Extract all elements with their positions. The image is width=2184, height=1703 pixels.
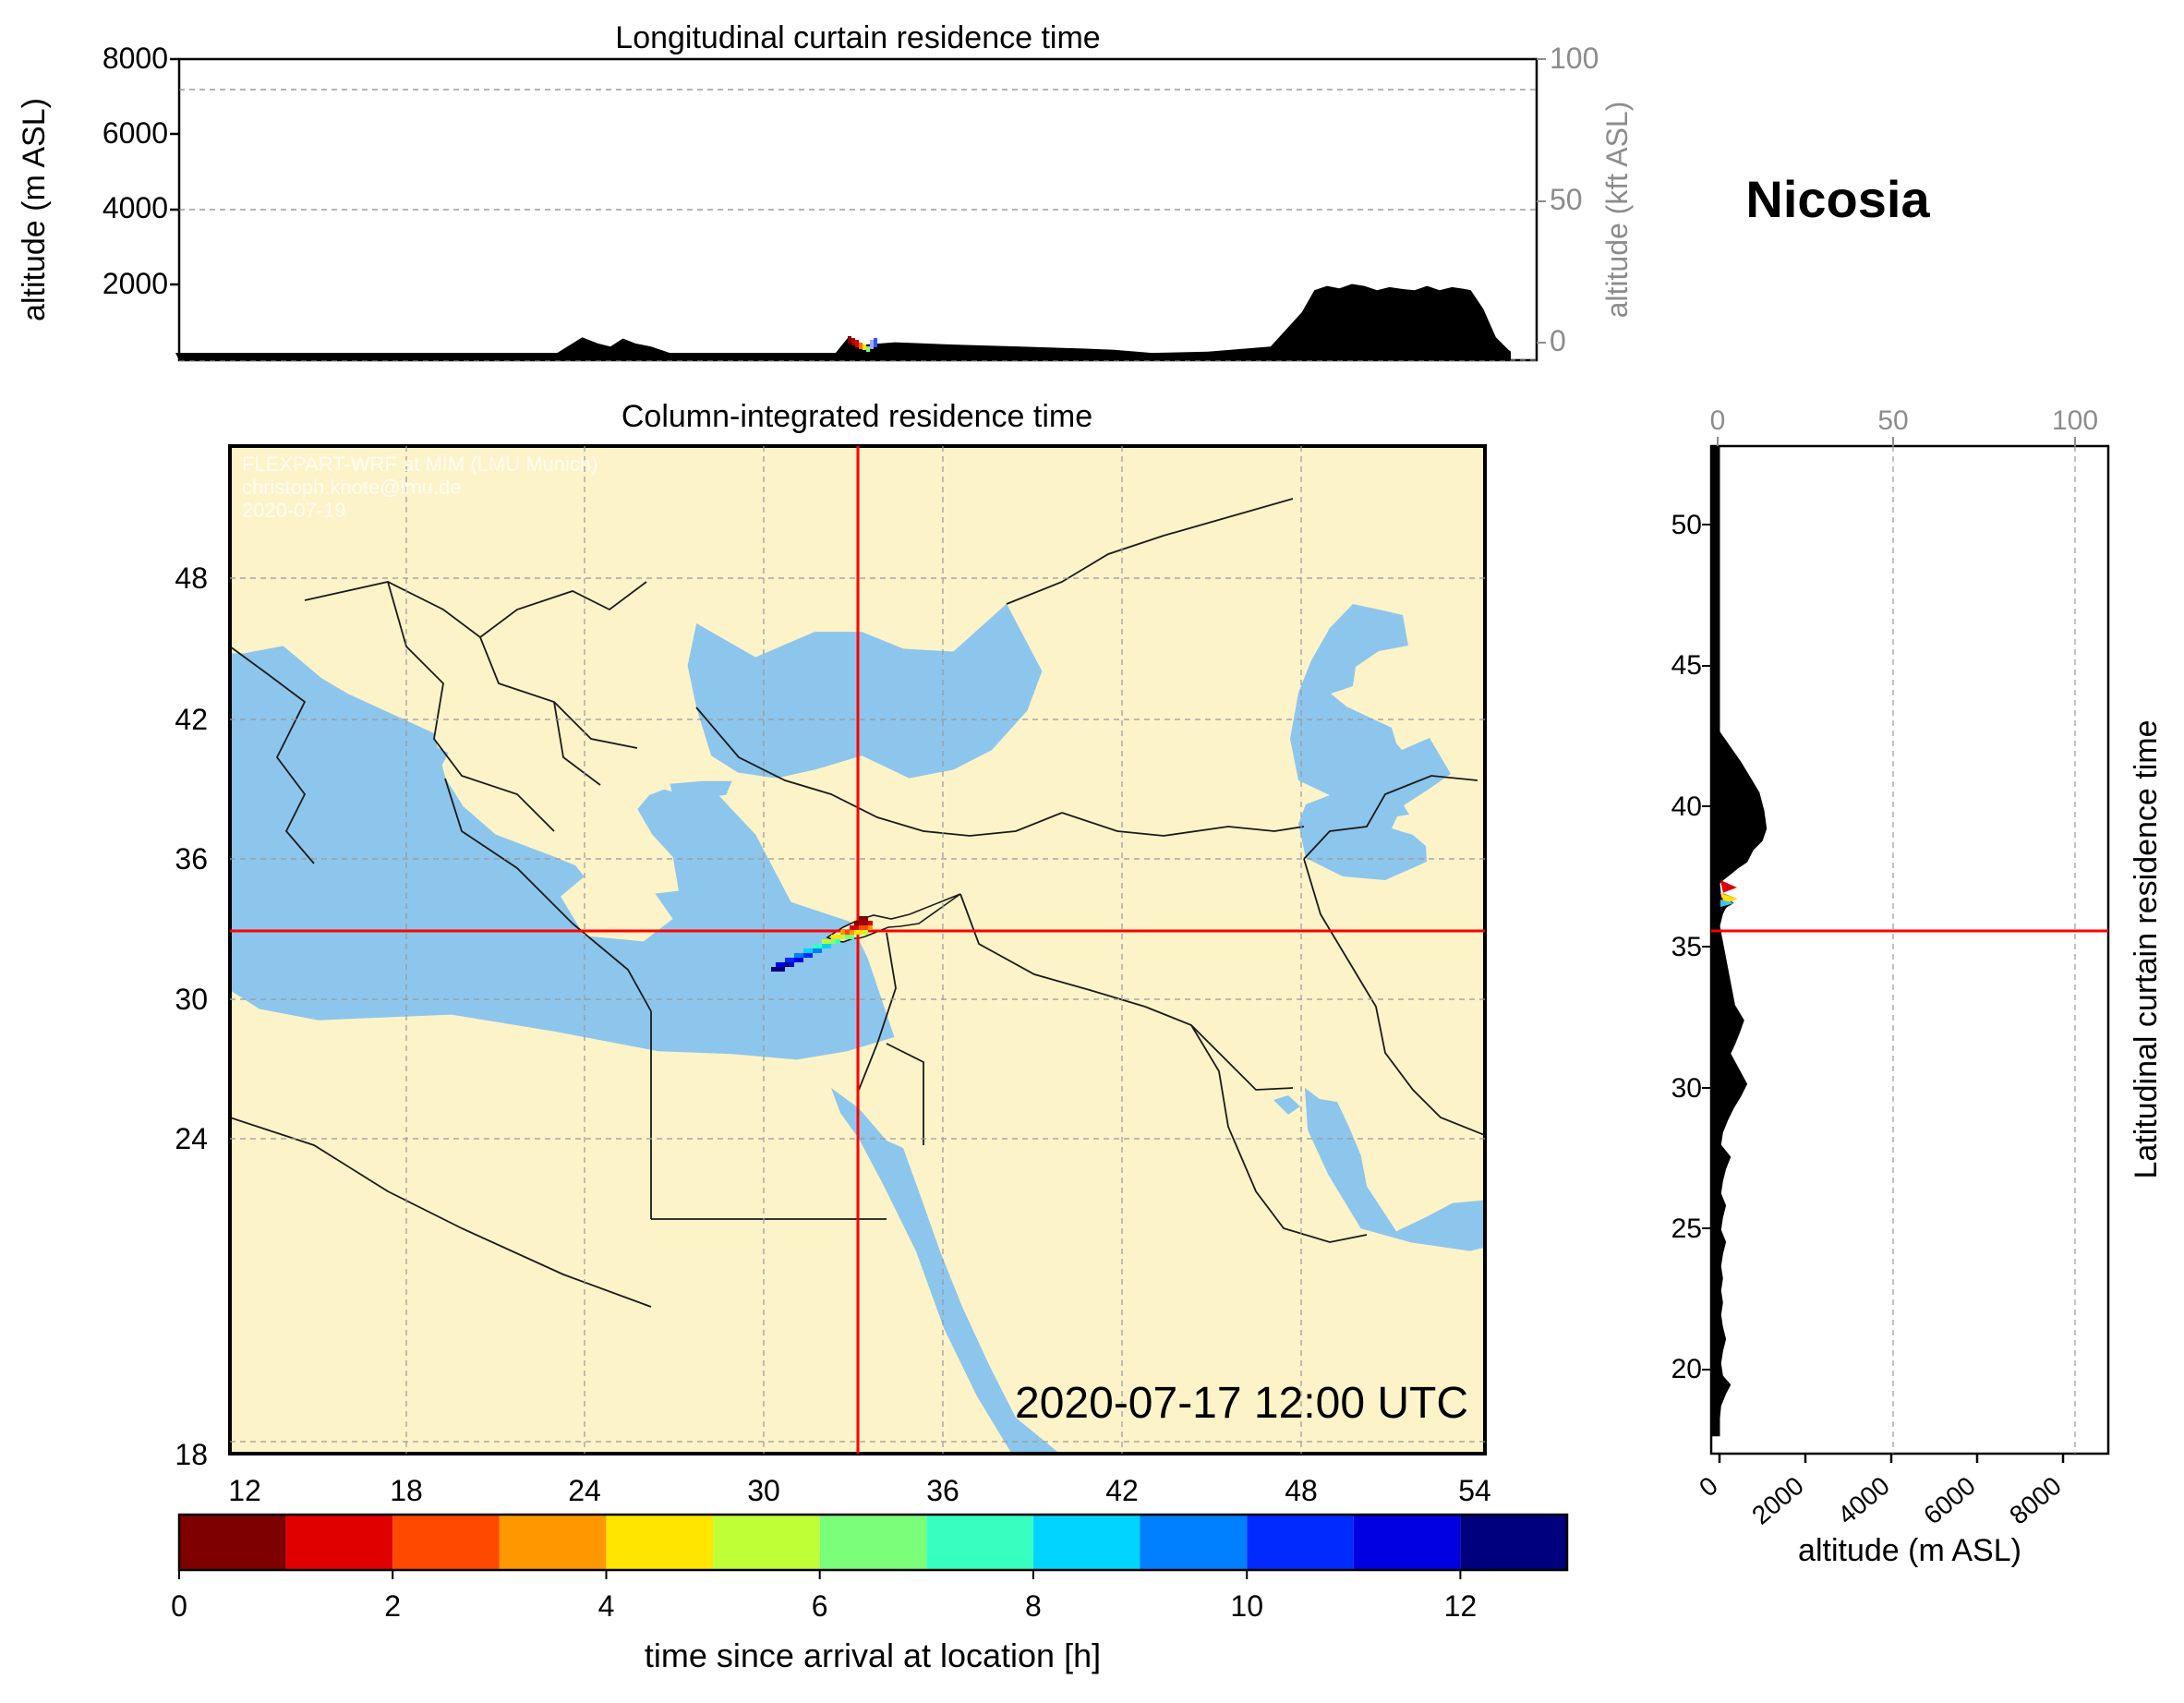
svg-text:time since arrival at location: time since arrival at location [h] — [645, 1637, 1101, 1674]
svg-text:4000: 4000 — [103, 191, 168, 224]
svg-text:Longitudinal curtain residence: Longitudinal curtain residence time — [615, 20, 1100, 55]
svg-text:50: 50 — [1877, 405, 1908, 436]
svg-text:48: 48 — [1285, 1474, 1318, 1507]
svg-text:40: 40 — [1671, 791, 1702, 822]
svg-text:altitude (m ASL): altitude (m ASL) — [17, 98, 52, 321]
svg-text:0: 0 — [171, 1589, 187, 1623]
svg-text:12: 12 — [1444, 1589, 1478, 1623]
svg-text:100: 100 — [2052, 405, 2098, 436]
svg-text:42: 42 — [175, 703, 208, 736]
svg-text:altitude (m ASL): altitude (m ASL) — [1798, 1533, 2021, 1568]
svg-text:Latitudinal curtain residence: Latitudinal curtain residence time — [2129, 719, 2164, 1178]
svg-text:18: 18 — [175, 1438, 208, 1471]
svg-text:100: 100 — [1550, 42, 1599, 75]
svg-text:Nicosia: Nicosia — [1745, 170, 1930, 228]
svg-text:0: 0 — [1550, 324, 1566, 357]
svg-text:2: 2 — [384, 1589, 401, 1623]
svg-text:8000: 8000 — [103, 42, 168, 75]
svg-text:FLEXPART-WRF at MIM (LMU Munic: FLEXPART-WRF at MIM (LMU Munich) — [242, 453, 597, 476]
svg-text:Column-integrated residence ti: Column-integrated residence time — [621, 399, 1092, 434]
svg-text:christoph.knote@lmu.de: christoph.knote@lmu.de — [242, 476, 462, 499]
svg-text:54: 54 — [1458, 1474, 1491, 1507]
svg-text:50: 50 — [1671, 510, 1702, 540]
svg-text:25: 25 — [1671, 1214, 1702, 1244]
svg-text:45: 45 — [1671, 650, 1702, 681]
svg-text:20: 20 — [1671, 1354, 1702, 1384]
svg-text:12: 12 — [228, 1474, 261, 1507]
svg-text:18: 18 — [390, 1474, 423, 1507]
svg-text:2020-07-17 12:00 UTC: 2020-07-17 12:00 UTC — [1015, 1379, 1468, 1428]
svg-text:48: 48 — [175, 562, 208, 595]
svg-text:6: 6 — [812, 1589, 828, 1623]
svg-text:8: 8 — [1025, 1589, 1042, 1623]
svg-text:36: 36 — [175, 842, 208, 876]
svg-text:35: 35 — [1671, 932, 1702, 962]
svg-text:30: 30 — [175, 983, 208, 1016]
svg-text:30: 30 — [1671, 1073, 1702, 1104]
svg-text:10: 10 — [1230, 1589, 1263, 1623]
svg-text:2000: 2000 — [103, 267, 168, 300]
svg-text:30: 30 — [747, 1474, 780, 1507]
svg-text:2020-07-19: 2020-07-19 — [242, 499, 346, 522]
svg-text:42: 42 — [1105, 1474, 1139, 1507]
svg-text:4: 4 — [598, 1589, 615, 1623]
svg-text:24: 24 — [568, 1474, 601, 1507]
svg-text:6000: 6000 — [103, 116, 168, 150]
svg-text:50: 50 — [1550, 183, 1583, 216]
svg-text:altitude (kft ASL): altitude (kft ASL) — [1600, 102, 1634, 319]
svg-text:36: 36 — [926, 1474, 959, 1507]
svg-text:0: 0 — [1710, 405, 1726, 436]
svg-text:24: 24 — [175, 1122, 208, 1155]
